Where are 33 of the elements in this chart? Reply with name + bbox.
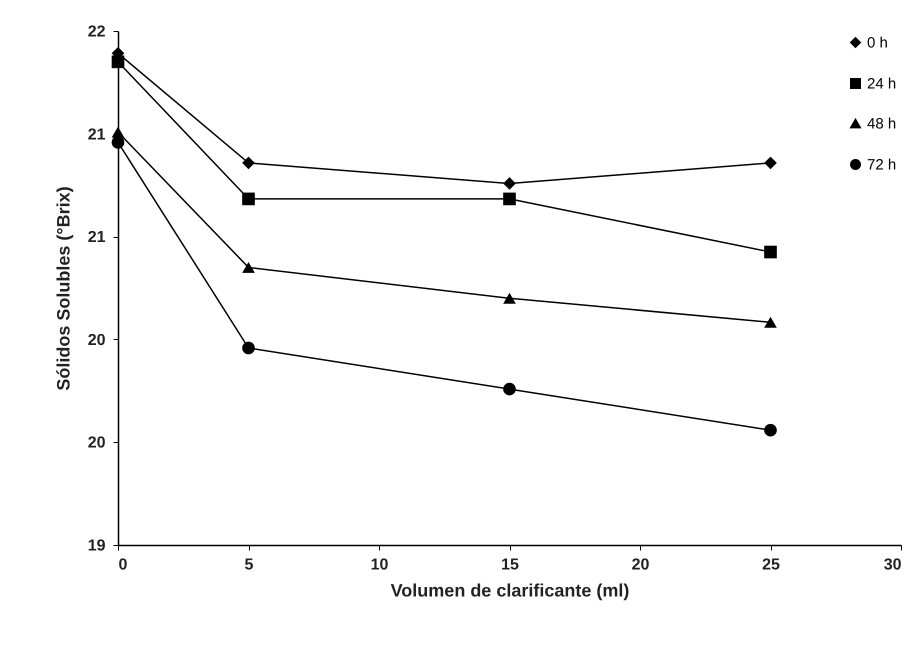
y-tick-label: 20 bbox=[88, 434, 106, 452]
x-tick-label: 5 bbox=[244, 556, 254, 574]
x-tick-label: 15 bbox=[501, 556, 519, 574]
y-tick-label: 22 bbox=[88, 24, 106, 40]
x-tick-label: 10 bbox=[370, 556, 388, 574]
y-tick-label: 21 bbox=[88, 229, 106, 246]
legend-label: 48 h bbox=[867, 116, 896, 132]
y-tick-label: 20 bbox=[88, 332, 106, 349]
point bbox=[503, 382, 516, 396]
y-tick-label: 21 bbox=[88, 126, 106, 144]
point bbox=[503, 192, 516, 206]
x-tick-label: 20 bbox=[632, 556, 650, 574]
x-tick-label: 0 bbox=[118, 556, 128, 574]
point bbox=[764, 316, 777, 328]
x-tick-label: 25 bbox=[762, 556, 780, 574]
point bbox=[242, 192, 255, 206]
point bbox=[112, 136, 124, 149]
y-tick-label: 19 bbox=[88, 538, 106, 554]
x-axis-title: Volumen de clarificante (ml) bbox=[390, 580, 630, 600]
point bbox=[764, 424, 777, 437]
point bbox=[503, 177, 516, 190]
point bbox=[242, 262, 255, 273]
y-axis-title: Sólidos Solubles (°Brix) bbox=[54, 186, 74, 391]
x-tick-label: 30 bbox=[884, 556, 902, 574]
legend-label: 24 h bbox=[867, 76, 896, 92]
point bbox=[112, 56, 124, 68]
point bbox=[764, 246, 777, 258]
point bbox=[242, 156, 255, 170]
legend-label: 72 h bbox=[867, 156, 896, 174]
legend-label: 0 h bbox=[867, 34, 888, 52]
point bbox=[503, 292, 516, 304]
point bbox=[242, 342, 255, 354]
point bbox=[764, 156, 777, 170]
